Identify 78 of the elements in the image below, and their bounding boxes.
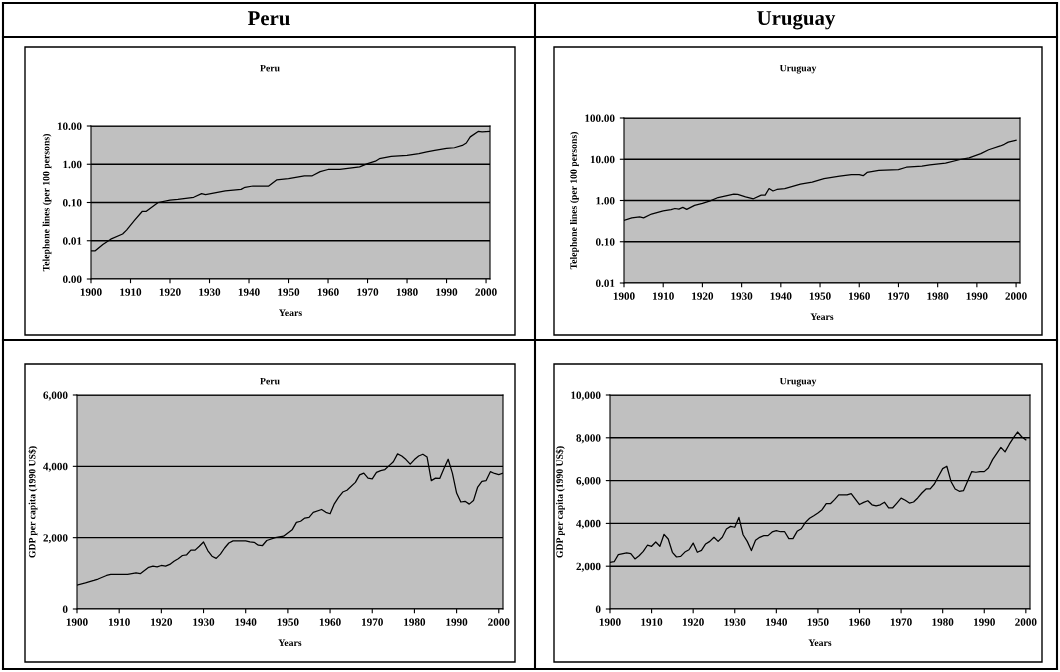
y-axis-title: GDP per capita (1990 US$) — [555, 446, 565, 558]
text: Peru — [247, 11, 290, 26]
x-tick-label: 1920 — [159, 288, 181, 296]
y-tick-label: 8,000 — [576, 434, 601, 444]
x-tick-label: 1940 — [766, 618, 788, 626]
x-tick-label: 1910 — [652, 292, 674, 300]
x-tick-label: 2000 — [475, 288, 497, 296]
y-tick-label: 0 — [62, 605, 68, 613]
y-axis-title: Telephone lines (per 100 persons) — [42, 134, 52, 272]
x-tick-label: 1920 — [682, 618, 704, 626]
x-tick-label: 2000 — [1005, 292, 1027, 300]
x-tick-label: 1940 — [235, 618, 257, 626]
x-axis-title: Years — [278, 639, 302, 647]
x-tick-label: 1980 — [404, 618, 426, 626]
x-tick-label: 1910 — [641, 618, 663, 626]
x-tick-label: 1970 — [362, 618, 383, 626]
x-tick-label: 1900 — [599, 618, 621, 626]
x-tick-label: 1930 — [193, 618, 215, 626]
y-tick-label: 0 — [595, 605, 601, 613]
x-tick-label: 1990 — [436, 288, 458, 296]
x-axis-title: Years — [808, 639, 832, 647]
x-tick-label: 1900 — [80, 288, 102, 296]
x-tick-label: 1990 — [446, 618, 468, 626]
x-tick-label: 1900 — [66, 618, 88, 626]
x-tick-label: 1910 — [108, 618, 130, 626]
x-tick-label: 1960 — [849, 618, 871, 626]
chart-title: Uruguay — [779, 64, 817, 74]
x-tick-label: 1930 — [199, 288, 221, 296]
chart-title: Peru — [260, 64, 280, 72]
x-tick-label: 1970 — [890, 618, 912, 626]
x-tick-label: 1970 — [357, 288, 379, 296]
x-tick-label: 1990 — [966, 292, 988, 300]
y-tick-label: 2,000 — [576, 562, 601, 572]
x-tick-label: 2000 — [1015, 618, 1037, 626]
x-tick-label: 1910 — [120, 288, 142, 296]
y-tick-label: 0.10 — [595, 238, 615, 246]
x-tick-label: 1930 — [724, 618, 746, 626]
y-tick-label: 1.00 — [63, 160, 82, 169]
y-tick-label: 4,000 — [576, 519, 601, 529]
y-tick-label: 0.01 — [595, 279, 615, 288]
y-tick-label: 2,000 — [43, 534, 68, 544]
x-tick-label: 1950 — [807, 618, 829, 626]
x-tick-label: 1980 — [396, 288, 418, 296]
y-tick-label: 10.00 — [57, 122, 82, 131]
y-axis-title: Telephone lines (per 100 persons) — [570, 132, 579, 270]
x-tick-label: 1950 — [809, 292, 831, 300]
x-axis-title: Years — [279, 309, 302, 317]
x-tick-label: 1950 — [277, 618, 299, 626]
x-tick-label: 1940 — [770, 292, 792, 300]
x-tick-label: 1950 — [278, 288, 300, 296]
x-tick-label: 1960 — [849, 292, 870, 300]
x-tick-label: 1970 — [888, 292, 910, 300]
y-tick-label: 4,000 — [43, 462, 68, 472]
y-tick-label: 100.00 — [585, 114, 615, 123]
x-tick-label: 1960 — [317, 288, 339, 296]
y-tick-label: 6,000 — [576, 477, 601, 487]
y-axis-title: GDP per capita (1990 US$) — [28, 446, 38, 558]
y-tick-label: 6,000 — [43, 391, 68, 401]
x-tick-label: 1980 — [932, 618, 954, 626]
y-tick-label: 0.00 — [62, 275, 82, 284]
text: Uruguay — [757, 11, 836, 30]
chart-title: Uruguay — [779, 377, 817, 387]
x-tick-label: 1940 — [238, 288, 260, 296]
x-tick-label: 1920 — [692, 292, 714, 300]
y-tick-label: 10,000 — [571, 391, 601, 401]
x-tick-label: 1980 — [927, 292, 949, 300]
x-tick-label: 1900 — [613, 292, 635, 300]
x-tick-label: 1930 — [731, 292, 753, 300]
y-tick-label: 0.01 — [62, 237, 82, 245]
x-tick-label: 1990 — [974, 618, 995, 626]
x-tick-label: 2000 — [488, 618, 510, 626]
y-tick-label: 1.00 — [596, 196, 615, 205]
y-tick-label: 10.00 — [590, 155, 615, 164]
y-tick-label: 0.10 — [62, 198, 82, 207]
x-tick-label: 1960 — [319, 618, 341, 626]
x-axis-title: Years — [810, 313, 834, 321]
x-tick-label: 1920 — [151, 618, 173, 626]
chart-title: Peru — [260, 377, 280, 385]
